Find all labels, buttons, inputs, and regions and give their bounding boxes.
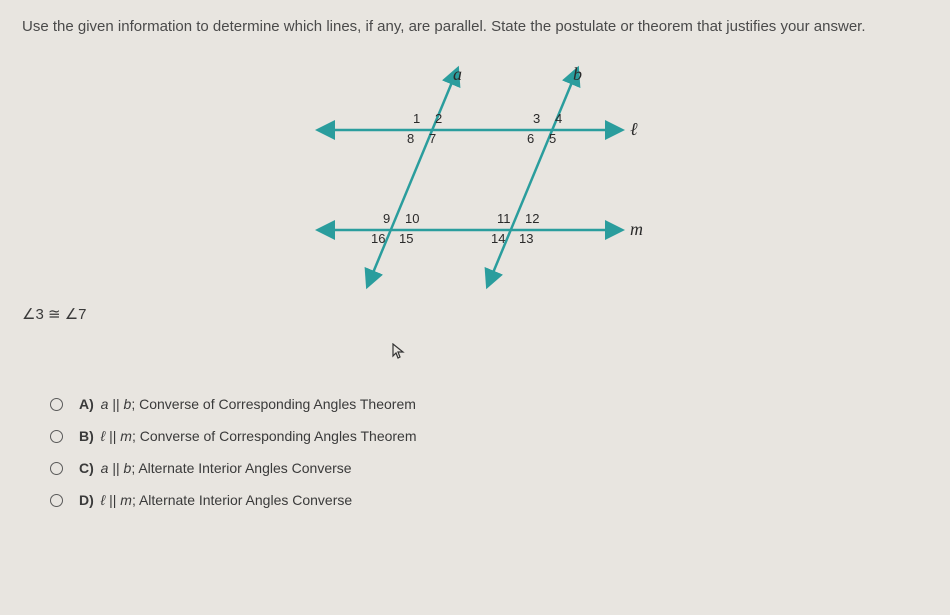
- angle-11: 11: [497, 211, 511, 226]
- angle-14: 14: [491, 231, 505, 246]
- angle-13: 13: [519, 231, 533, 246]
- question-prompt: Use the given information to determine w…: [22, 18, 928, 35]
- radio-d[interactable]: [50, 494, 63, 507]
- option-d[interactable]: D) ℓ || m; Alternate Interior Angles Con…: [50, 492, 928, 508]
- angle-5: 5: [549, 131, 556, 146]
- angle-2: 2: [435, 111, 442, 126]
- angle-16: 16: [371, 231, 385, 246]
- radio-c[interactable]: [50, 462, 63, 475]
- option-b[interactable]: B) ℓ || m; Converse of Corresponding Ang…: [50, 428, 928, 444]
- radio-b[interactable]: [50, 430, 63, 443]
- angle-7: 7: [429, 131, 436, 146]
- answer-options: A) a || b; Converse of Corresponding Ang…: [22, 396, 928, 508]
- cursor-icon: [392, 343, 950, 366]
- angle-8: 8: [407, 131, 414, 146]
- label-m: m: [630, 219, 643, 239]
- angle-10: 10: [405, 211, 419, 226]
- radio-a[interactable]: [50, 398, 63, 411]
- line-a: [370, 75, 455, 280]
- geometry-diagram: a b ℓ m 1 2 8 7 3 4 6 5 9 10 16 15 11 12…: [275, 55, 675, 295]
- option-a-letter: A): [79, 396, 94, 412]
- angle-6: 6: [527, 131, 534, 146]
- line-b: [490, 75, 575, 280]
- question-container: Use the given information to determine w…: [0, 0, 950, 542]
- option-c-letter: C): [79, 460, 94, 476]
- option-d-letter: D): [79, 492, 94, 508]
- label-b: b: [573, 64, 582, 84]
- given-condition: ∠3 ≅ ∠7: [22, 305, 928, 323]
- angle-4: 4: [555, 111, 562, 126]
- option-c[interactable]: C) a || b; Alternate Interior Angles Con…: [50, 460, 928, 476]
- option-b-letter: B): [79, 428, 94, 444]
- option-a[interactable]: A) a || b; Converse of Corresponding Ang…: [50, 396, 928, 412]
- angle-3: 3: [533, 111, 540, 126]
- angle-12: 12: [525, 211, 539, 226]
- diagram-area: a b ℓ m 1 2 8 7 3 4 6 5 9 10 16 15 11 12…: [22, 55, 928, 295]
- label-a: a: [453, 64, 462, 84]
- angle-15: 15: [399, 231, 413, 246]
- angle-9: 9: [383, 211, 390, 226]
- angle-1: 1: [413, 111, 420, 126]
- label-l: ℓ: [630, 119, 638, 139]
